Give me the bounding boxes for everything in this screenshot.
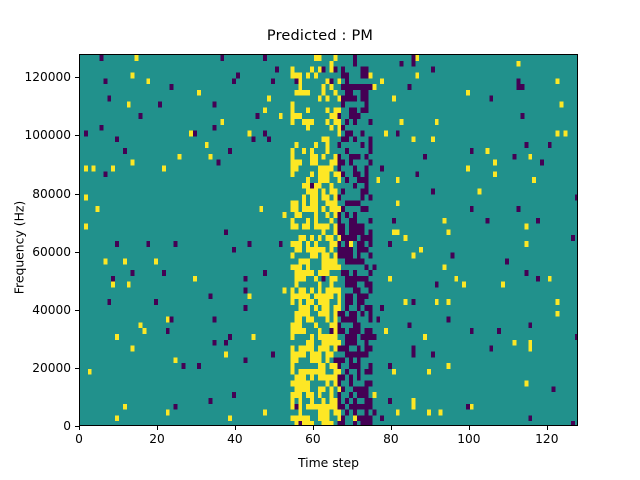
x-axis-label: Time step <box>297 455 360 470</box>
y-tick-label: 40000 <box>32 302 71 317</box>
x-tick-label: 40 <box>227 432 243 446</box>
y-tick-mark <box>75 367 79 369</box>
x-tick-label: 0 <box>75 432 83 446</box>
y-tick-label: 100000 <box>24 128 71 143</box>
x-tick-label: 60 <box>305 432 321 446</box>
y-tick-label: 60000 <box>32 244 71 259</box>
x-tick-mark <box>79 426 80 430</box>
y-axis-label: Frequency (Hz) <box>11 200 27 295</box>
x-tick-label: 100 <box>457 432 481 446</box>
y-tick-mark <box>75 135 79 137</box>
x-tick-mark <box>312 426 314 430</box>
x-tick-label: 20 <box>149 432 165 446</box>
y-tick-label: 20000 <box>32 360 71 375</box>
y-tick-mark <box>75 309 79 311</box>
x-tick-label: 80 <box>383 432 399 446</box>
y-tick-label: 0 <box>63 419 71 433</box>
page-title: Predicted : PM <box>266 28 374 44</box>
y-tick-mark <box>75 193 79 195</box>
heatmap-plot-area <box>79 54 578 426</box>
x-tick-mark <box>468 426 470 430</box>
y-tick-mark <box>75 251 79 253</box>
y-tick-label: 120000 <box>24 70 71 85</box>
y-tick-mark <box>75 426 79 427</box>
x-tick-mark <box>390 426 392 430</box>
x-tick-mark <box>234 426 236 430</box>
x-tick-label: 120 <box>535 432 559 446</box>
y-tick-label: 80000 <box>32 186 71 201</box>
y-tick-mark <box>75 77 79 79</box>
x-tick-mark <box>156 426 158 430</box>
heatmap-image <box>80 55 577 425</box>
x-tick-mark <box>546 426 548 430</box>
